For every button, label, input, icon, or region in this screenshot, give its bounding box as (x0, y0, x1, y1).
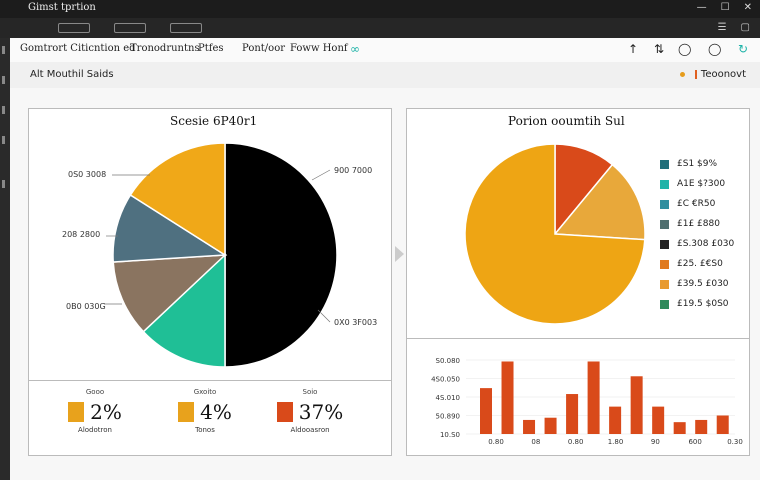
y-tick-label: 50.890 (436, 413, 461, 421)
pie-slice-1 (224, 142, 338, 368)
y-tick-label: 4S.010 (436, 394, 460, 402)
stat-2-swatch (178, 402, 195, 422)
legend-item: £25. £€S0 (660, 254, 734, 274)
toolbar-item-4[interactable]: Pont/oor (242, 43, 285, 54)
bar-3 (523, 419, 536, 434)
bar-6 (587, 361, 600, 434)
leader-line (317, 309, 331, 323)
stat-3-swatch (276, 402, 293, 422)
legend-item: £S1 $9% (660, 154, 734, 174)
leader-line (311, 169, 331, 181)
tab-1[interactable] (58, 23, 90, 33)
x-tick-label: 0.30 (727, 438, 743, 446)
subbar-label: Alt Mouthil Saids (30, 69, 114, 80)
tab-2[interactable] (114, 23, 146, 33)
stat-2-value: 4% (200, 400, 232, 424)
bar-7 (609, 406, 622, 434)
stat-3: Soio 37% Aldooasron (270, 388, 350, 434)
window-controls: — ☐ ✕ (697, 3, 752, 13)
pie-slice-5 (129, 142, 226, 257)
minimize-icon[interactable]: — (696, 2, 707, 13)
bar-9 (652, 406, 665, 434)
stat-3-value: 37% (298, 400, 344, 424)
toolbar-item-1[interactable]: Gomtrort Citicntion ed (20, 43, 136, 54)
upload-icon[interactable]: ↑ (628, 42, 639, 56)
stat-1: Gooo 2% Alodotron (60, 388, 130, 434)
toolbar-item-3[interactable]: Ptfes (198, 43, 224, 54)
pie-left-label-4: 900 7000 (334, 166, 373, 175)
x-tick-label: 90 (651, 438, 660, 446)
x-tick-label: 08 (531, 438, 540, 446)
stat-1-caption: Gooo (85, 388, 105, 396)
bar-1 (480, 388, 492, 434)
pie-left-label-5: 0X0 3F003 (334, 318, 378, 327)
x-tick-label: 0.80 (488, 438, 504, 446)
tab-bar: ☰ ▢ (0, 18, 760, 38)
stat-1-value: 2% (90, 400, 122, 424)
x-tick-label: 600 (688, 438, 701, 446)
bar-5 (566, 394, 579, 434)
share-icon[interactable]: ⇅ (654, 42, 665, 56)
y-tick-label: 4S0.050 (431, 376, 460, 384)
pie-slice-2 (553, 163, 646, 241)
subbar-right-label: Teoonovt (700, 69, 746, 80)
legend-item: £19.5 $0S0 (660, 294, 734, 314)
subbar-right[interactable]: Teoonovt (679, 69, 746, 80)
refresh-icon[interactable]: ↻ (738, 42, 749, 56)
stat-3-sub: Aldooasron (290, 426, 330, 434)
stat-1-swatch (68, 402, 85, 422)
bar-8 (630, 376, 643, 434)
y-tick-label: 10.S0 (440, 431, 460, 439)
toolbar: Gomtrort Citicntion ed Tronodruntns Ptfe… (10, 38, 760, 63)
bar-4 (544, 417, 557, 434)
lock-icon[interactable]: ▢ (740, 22, 750, 33)
status-dot-icon (679, 72, 685, 77)
y-tick-label: S0.080 (436, 357, 460, 365)
arrow-right-icon (395, 246, 404, 262)
bar-12 (716, 415, 729, 434)
stats-panel (28, 380, 392, 456)
tab-3[interactable] (170, 23, 202, 33)
toggle-icon[interactable]: ◯ (678, 42, 692, 56)
pie-slice-2 (142, 253, 226, 368)
menu-icon[interactable]: ☰ (717, 22, 727, 33)
x-tick-label: 0.80 (568, 438, 584, 446)
title-bar: Gimst tprtion — ☐ ✕ (0, 0, 760, 18)
legend: £S1 $9% A1E $?300 £C €R50 £1£ £880 £S.30… (660, 154, 734, 314)
circle-icon[interactable]: ◯ (708, 42, 722, 56)
x-tick-label: 1.80 (608, 438, 624, 446)
pie-left-title: Scesie 6P40r1 (170, 114, 258, 128)
window-title: Gimst tprtion (28, 2, 96, 13)
legend-item: £39.5 £030 (660, 274, 734, 294)
stat-2-caption: Gxoito (193, 388, 217, 396)
toolbar-item-2[interactable]: Tronodruntns (130, 43, 200, 54)
stat-2-sub: Tonos (195, 426, 215, 434)
toolbar-item-5[interactable]: Foww Honf (290, 43, 348, 54)
bar-11 (695, 419, 708, 434)
pie-right-title: Porion ooumtih Sul (508, 114, 625, 128)
close-icon[interactable]: ✕ (743, 2, 752, 13)
legend-item: £C €R50 (660, 194, 734, 214)
link-icon[interactable]: ∞ (350, 42, 360, 56)
pie-left-label-3: 0B0 030G (66, 302, 106, 311)
maximize-icon[interactable]: ☐ (720, 2, 730, 13)
legend-item: £1£ £880 (660, 214, 734, 234)
legend-item: £S.308 £030 (660, 234, 734, 254)
stat-2: Gxoito 4% Tonos (170, 388, 240, 434)
bar-10 (673, 422, 686, 434)
divider-icon (694, 69, 697, 79)
stat-1-sub: Alodotron (78, 426, 112, 434)
pie-slice-3 (464, 143, 646, 325)
pie-slice-3 (112, 254, 228, 333)
stat-3-caption: Soio (302, 388, 318, 396)
bar-2 (501, 361, 514, 434)
pie-left-label-2: 208 2800 (62, 230, 101, 239)
legend-item: A1E $?300 (660, 174, 734, 194)
pie-left-label-1: 0S0 3008 (68, 170, 107, 179)
left-strip (0, 38, 10, 480)
